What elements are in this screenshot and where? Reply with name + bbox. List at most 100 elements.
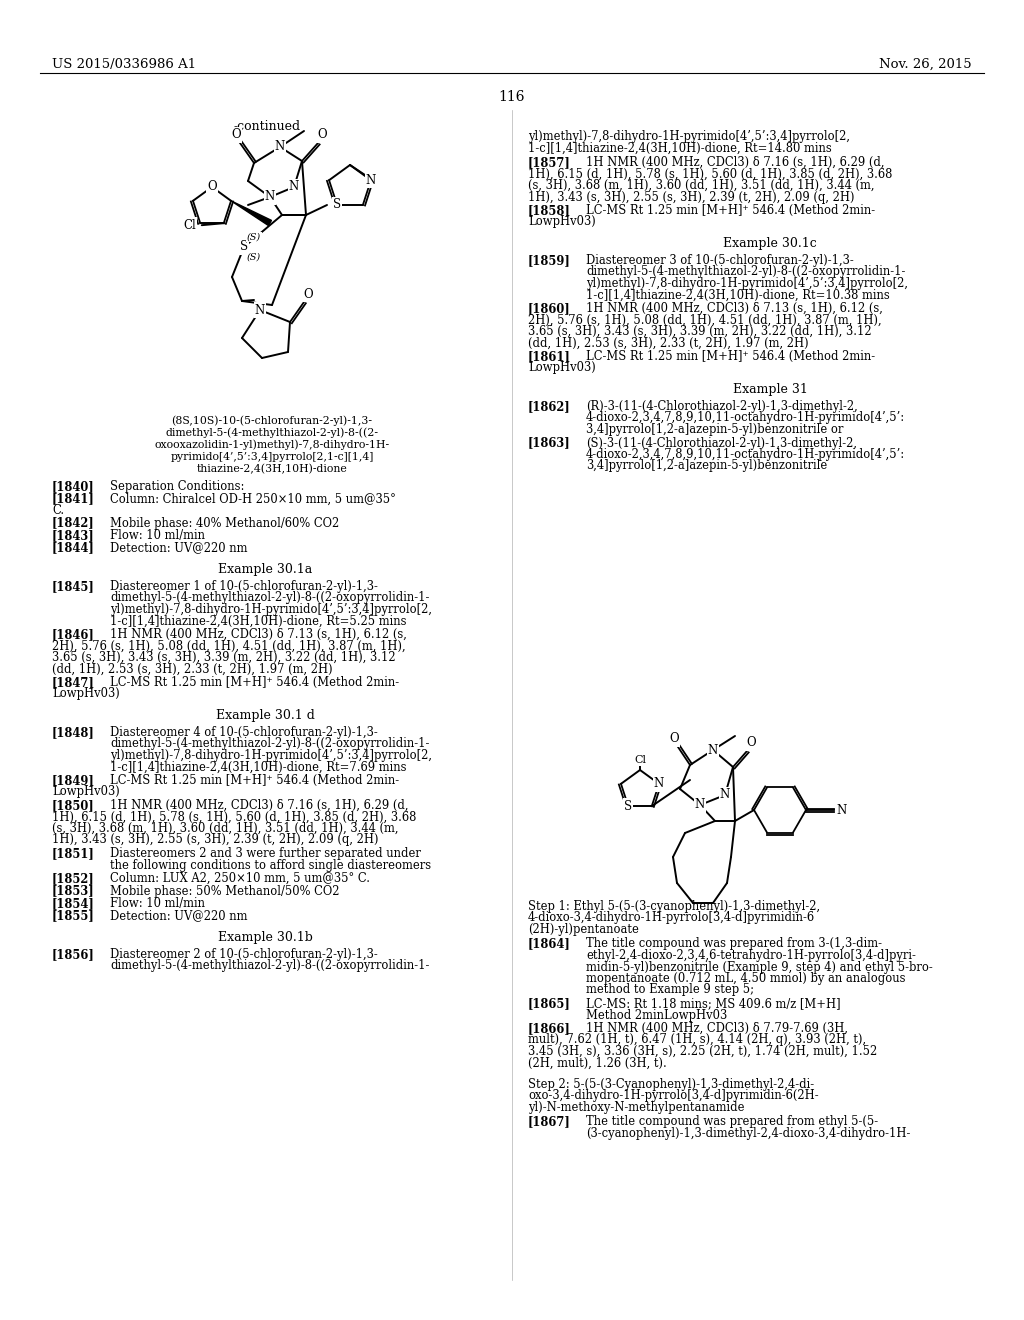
Text: O: O xyxy=(231,128,241,141)
Text: 3.45 (3H, s), 3.36 (3H, s), 2.25 (2H, t), 1.74 (2H, mult), 1.52: 3.45 (3H, s), 3.36 (3H, s), 2.25 (2H, t)… xyxy=(528,1045,878,1059)
Text: S: S xyxy=(240,240,248,253)
Text: N: N xyxy=(265,190,275,203)
Text: LC-MS: Rt 1.18 mins; MS 409.6 m/z [M+H]: LC-MS: Rt 1.18 mins; MS 409.6 m/z [M+H] xyxy=(586,997,841,1010)
Text: (2H, mult), 1.26 (3H, t).: (2H, mult), 1.26 (3H, t). xyxy=(528,1056,667,1069)
Text: [1866]: [1866] xyxy=(528,1022,570,1035)
Text: 1H), 6.15 (d, 1H), 5.78 (s, 1H), 5.60 (d, 1H), 3.85 (d, 2H), 3.68: 1H), 6.15 (d, 1H), 5.78 (s, 1H), 5.60 (d… xyxy=(528,168,892,181)
Text: yl)methyl)-7,8-dihydro-1H-pyrimido[4’,5’:3,4]pyrrolo[2,: yl)methyl)-7,8-dihydro-1H-pyrimido[4’,5’… xyxy=(586,277,908,290)
Text: LC-MS Rt 1.25 min [M+H]⁺ 546.4 (Method 2min-: LC-MS Rt 1.25 min [M+H]⁺ 546.4 (Method 2… xyxy=(586,350,876,363)
Text: 3,4]pyrrolo[1,2-a]azepin-5-yl)benzonitrile or: 3,4]pyrrolo[1,2-a]azepin-5-yl)benzonitri… xyxy=(586,422,844,436)
Text: 3.65 (s, 3H), 3.43 (s, 3H), 3.39 (m, 2H), 3.22 (dd, 1H), 3.12: 3.65 (s, 3H), 3.43 (s, 3H), 3.39 (m, 2H)… xyxy=(528,325,871,338)
Text: [1860]: [1860] xyxy=(528,302,570,315)
Text: 1H), 6.15 (d, 1H), 5.78 (s, 1H), 5.60 (d, 1H), 3.85 (d, 2H), 3.68: 1H), 6.15 (d, 1H), 5.78 (s, 1H), 5.60 (d… xyxy=(52,810,417,824)
Text: [1863]: [1863] xyxy=(528,437,570,450)
Text: Diastereomer 1 of 10-(5-chlorofuran-2-yl)-1,3-: Diastereomer 1 of 10-(5-chlorofuran-2-yl… xyxy=(110,579,378,593)
Text: N: N xyxy=(695,799,706,812)
Text: Nov. 26, 2015: Nov. 26, 2015 xyxy=(880,58,972,71)
Text: 4-dioxo-2,3,4,7,8,9,10,11-octahydro-1H-pyrimido[4’,5’:: 4-dioxo-2,3,4,7,8,9,10,11-octahydro-1H-p… xyxy=(586,412,905,425)
Text: -continued: -continued xyxy=(233,120,300,133)
Text: Example 30.1c: Example 30.1c xyxy=(723,238,817,249)
Text: oxo-3,4-dihydro-1H-pyrrolo[3,4-d]pyrimidin-6(2H-: oxo-3,4-dihydro-1H-pyrrolo[3,4-d]pyrimid… xyxy=(528,1089,818,1102)
Text: N: N xyxy=(274,140,285,153)
Text: 1-c][1,4]thiazine-2,4(3H,10H)-dione, Rt=7.69 mins: 1-c][1,4]thiazine-2,4(3H,10H)-dione, Rt=… xyxy=(110,760,407,774)
Text: method to Example 9 step 5;: method to Example 9 step 5; xyxy=(586,983,754,997)
Text: [1862]: [1862] xyxy=(528,400,570,413)
Text: 1H NMR (400 MHz, CDCl3) δ 7.13 (s, 1H), 6.12 (s,: 1H NMR (400 MHz, CDCl3) δ 7.13 (s, 1H), … xyxy=(110,628,407,642)
Text: [1841]: [1841] xyxy=(52,492,95,506)
Polygon shape xyxy=(256,304,260,317)
Text: dimethyl-5-(4-methylthiazol-2-yl)-8-((2-oxopyrrolidin-1-: dimethyl-5-(4-methylthiazol-2-yl)-8-((2-… xyxy=(586,265,905,279)
Text: Flow: 10 ml/min: Flow: 10 ml/min xyxy=(110,898,205,909)
Text: mult), 7.62 (1H, t), 6.47 (1H, s), 4.14 (2H, q), 3.93 (2H, t),: mult), 7.62 (1H, t), 6.47 (1H, s), 4.14 … xyxy=(528,1034,866,1047)
Text: Separation Conditions:: Separation Conditions: xyxy=(110,480,245,492)
Text: Diastereomer 4 of 10-(5-chlorofuran-2-yl)-1,3-: Diastereomer 4 of 10-(5-chlorofuran-2-yl… xyxy=(110,726,378,739)
Text: N: N xyxy=(366,174,376,186)
Text: Example 31: Example 31 xyxy=(732,383,808,396)
Text: 1H), 3.43 (s, 3H), 2.55 (s, 3H), 2.39 (t, 2H), 2.09 (q, 2H): 1H), 3.43 (s, 3H), 2.55 (s, 3H), 2.39 (t… xyxy=(528,190,854,203)
Text: LC-MS Rt 1.25 min [M+H]⁺ 546.4 (Method 2min-: LC-MS Rt 1.25 min [M+H]⁺ 546.4 (Method 2… xyxy=(110,774,399,787)
Text: N: N xyxy=(654,777,665,791)
Text: [1867]: [1867] xyxy=(528,1115,570,1129)
Text: 1H NMR (400 MHz, CDCl3) δ 7.16 (s, 1H), 6.29 (d,: 1H NMR (400 MHz, CDCl3) δ 7.16 (s, 1H), … xyxy=(110,799,409,812)
Text: (S): (S) xyxy=(247,252,261,261)
Text: 3,4]pyrrolo[1,2-a]azepin-5-yl)benzonitrile: 3,4]pyrrolo[1,2-a]azepin-5-yl)benzonitri… xyxy=(586,459,827,473)
Text: LowpHv03): LowpHv03) xyxy=(528,215,596,228)
Text: 3.65 (s, 3H), 3.43 (s, 3H), 3.39 (m, 2H), 3.22 (dd, 1H), 3.12: 3.65 (s, 3H), 3.43 (s, 3H), 3.39 (m, 2H)… xyxy=(52,651,395,664)
Text: [1845]: [1845] xyxy=(52,579,95,593)
Text: [1844]: [1844] xyxy=(52,541,95,554)
Text: (s, 3H), 3.68 (m, 1H), 3.60 (dd, 1H), 3.51 (dd, 1H), 3.44 (m,: (s, 3H), 3.68 (m, 1H), 3.60 (dd, 1H), 3.… xyxy=(52,822,398,836)
Text: N: N xyxy=(708,743,718,756)
Text: [1840]: [1840] xyxy=(52,480,95,492)
Text: 1H NMR (400 MHz, CDCl3) δ 7.16 (s, 1H), 6.29 (d,: 1H NMR (400 MHz, CDCl3) δ 7.16 (s, 1H), … xyxy=(586,156,885,169)
Text: Column: LUX A2, 250×10 mm, 5 um@35° C.: Column: LUX A2, 250×10 mm, 5 um@35° C. xyxy=(110,873,370,884)
Text: (2H)-yl)pentanoate: (2H)-yl)pentanoate xyxy=(528,923,639,936)
Text: (8S,10S)-10-(5-chlorofuran-2-yl)-1,3-
dimethyl-5-(4-methylthiazol-2-yl)-8-((2-
o: (8S,10S)-10-(5-chlorofuran-2-yl)-1,3- di… xyxy=(155,414,389,474)
Text: S: S xyxy=(333,198,341,211)
Text: [1853]: [1853] xyxy=(52,884,95,898)
Text: O: O xyxy=(746,737,756,750)
Text: O: O xyxy=(207,181,217,194)
Text: [1850]: [1850] xyxy=(52,799,95,812)
Text: LC-MS Rt 1.25 min [M+H]⁺ 546.4 (Method 2min-: LC-MS Rt 1.25 min [M+H]⁺ 546.4 (Method 2… xyxy=(110,676,399,689)
Text: [1846]: [1846] xyxy=(52,628,95,642)
Text: Cl: Cl xyxy=(634,755,646,766)
Text: N: N xyxy=(837,804,847,817)
Text: [1865]: [1865] xyxy=(528,997,570,1010)
Text: Flow: 10 ml/min: Flow: 10 ml/min xyxy=(110,529,205,543)
Text: Diastereomer 3 of 10-(5-chlorofuran-2-yl)-1,3-: Diastereomer 3 of 10-(5-chlorofuran-2-yl… xyxy=(586,253,854,267)
Text: [1855]: [1855] xyxy=(52,909,95,923)
Text: C.: C. xyxy=(52,504,65,517)
Text: the following conditions to afford single diastereomers: the following conditions to afford singl… xyxy=(110,858,431,871)
Text: (3-cyanophenyl)-1,3-dimethyl-2,4-dioxo-3,4-dihydro-1H-: (3-cyanophenyl)-1,3-dimethyl-2,4-dioxo-3… xyxy=(586,1127,910,1140)
Text: midin-5-yl)benzonitrile (Example 9, step 4) and ethyl 5-bro-: midin-5-yl)benzonitrile (Example 9, step… xyxy=(586,961,933,974)
Text: LowpHv03): LowpHv03) xyxy=(528,362,596,375)
Text: [1848]: [1848] xyxy=(52,726,95,739)
Text: [1842]: [1842] xyxy=(52,516,95,529)
Text: [1859]: [1859] xyxy=(528,253,570,267)
Text: (S): (S) xyxy=(247,232,261,242)
Text: yl)methyl)-7,8-dihydro-1H-pyrimido[4’,5’:3,4]pyrrolo[2,: yl)methyl)-7,8-dihydro-1H-pyrimido[4’,5’… xyxy=(110,748,432,762)
Text: LC-MS Rt 1.25 min [M+H]⁺ 546.4 (Method 2min-: LC-MS Rt 1.25 min [M+H]⁺ 546.4 (Method 2… xyxy=(586,205,876,216)
Text: 4-dioxo-3,4-dihydro-1H-pyrrolo[3,4-d]pyrimidin-6: 4-dioxo-3,4-dihydro-1H-pyrrolo[3,4-d]pyr… xyxy=(528,912,815,924)
Text: Step 1: Ethyl 5-(5-(3-cyanophenyl)-1,3-dimethyl-2,: Step 1: Ethyl 5-(5-(3-cyanophenyl)-1,3-d… xyxy=(528,900,820,913)
Text: [1861]: [1861] xyxy=(528,350,570,363)
Text: Detection: UV@220 nm: Detection: UV@220 nm xyxy=(110,541,248,554)
Text: US 2015/0336986 A1: US 2015/0336986 A1 xyxy=(52,58,197,71)
Text: yl)methyl)-7,8-dihydro-1H-pyrimido[4’,5’:3,4]pyrrolo[2,: yl)methyl)-7,8-dihydro-1H-pyrimido[4’,5’… xyxy=(528,129,850,143)
Text: mopentanoate (0.712 mL, 4.50 mmol) by an analogous: mopentanoate (0.712 mL, 4.50 mmol) by an… xyxy=(586,972,905,985)
Text: 1H NMR (400 MHz, CDCl3) δ 7.79-7.69 (3H,: 1H NMR (400 MHz, CDCl3) δ 7.79-7.69 (3H, xyxy=(586,1022,848,1035)
Text: Detection: UV@220 nm: Detection: UV@220 nm xyxy=(110,909,248,923)
Text: (dd, 1H), 2.53 (s, 3H), 2.33 (t, 2H), 1.97 (m, 2H): (dd, 1H), 2.53 (s, 3H), 2.33 (t, 2H), 1.… xyxy=(52,663,333,676)
Text: [1852]: [1852] xyxy=(52,873,95,884)
Text: LowpHv03): LowpHv03) xyxy=(52,785,120,799)
Text: Diastereomers 2 and 3 were further separated under: Diastereomers 2 and 3 were further separ… xyxy=(110,847,421,861)
Text: Cl: Cl xyxy=(183,219,196,232)
Text: S: S xyxy=(625,800,632,813)
Text: 4-dioxo-2,3,4,7,8,9,10,11-octahydro-1H-pyrimido[4’,5’:: 4-dioxo-2,3,4,7,8,9,10,11-octahydro-1H-p… xyxy=(586,447,905,461)
Text: [1847]: [1847] xyxy=(52,676,95,689)
Text: 1H), 3.43 (s, 3H), 2.55 (s, 3H), 2.39 (t, 2H), 2.09 (q, 2H): 1H), 3.43 (s, 3H), 2.55 (s, 3H), 2.39 (t… xyxy=(52,833,379,846)
Text: dimethyl-5-(4-methylthiazol-2-yl)-8-((2-oxopyrrolidin-1-: dimethyl-5-(4-methylthiazol-2-yl)-8-((2-… xyxy=(110,960,429,973)
Text: Example 30.1 d: Example 30.1 d xyxy=(216,709,314,722)
Text: yl)-N-methoxy-N-methylpentanamide: yl)-N-methoxy-N-methylpentanamide xyxy=(528,1101,744,1114)
Text: ethyl-2,4-dioxo-2,3,4,6-tetrahydro-1H-pyrrolo[3,4-d]pyri-: ethyl-2,4-dioxo-2,3,4,6-tetrahydro-1H-py… xyxy=(586,949,915,962)
